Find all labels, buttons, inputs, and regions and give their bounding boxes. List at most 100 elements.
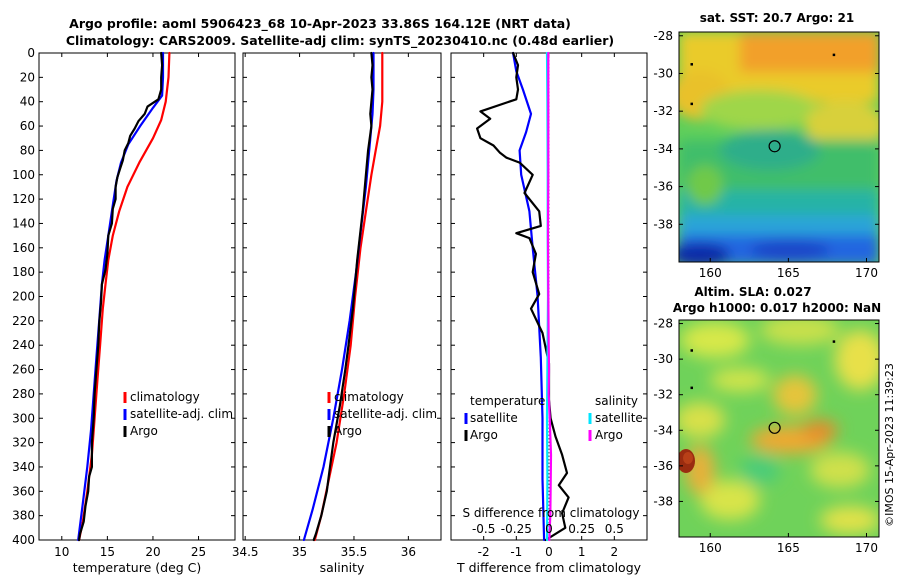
- sla-map-subtitle: Argo h1000: 0.017 h2000: NaN: [673, 301, 881, 315]
- sst-field: [679, 32, 879, 262]
- depth-tick-label: 160: [12, 241, 35, 255]
- copyright-stamp: ©IMOS 15-Apr-2023 11:39:23: [883, 363, 896, 527]
- sla-field-low-core: [683, 452, 693, 464]
- sst_map-ytick-label: -32: [653, 104, 673, 118]
- salinity-panel: 34.5 35 35.5 36 salinity climatology satellite…: [232, 51, 442, 575]
- depth-tick-label: 260: [12, 363, 35, 377]
- salinity-legend-label: Argo: [334, 424, 362, 438]
- sla_map-station-marker: [690, 386, 693, 390]
- sst-map-panel: sat. SST: 20.7 Argo: 21: [653, 11, 880, 280]
- difference-xtick-label: 1: [578, 545, 586, 559]
- salinity-xtick-label: 34.5: [232, 545, 259, 559]
- depth-tick-label: 340: [12, 460, 35, 474]
- depth-tick-label: 320: [12, 436, 35, 450]
- diff-s-tick-label: 0.5: [605, 522, 624, 536]
- depth-tick-label: 40: [20, 95, 35, 109]
- depth-tick-label: 200: [12, 290, 35, 304]
- temperature-legend-label: climatology: [130, 390, 200, 404]
- diff-s-tick-label: -0.5: [472, 522, 495, 536]
- sst-map-title: sat. SST: 20.7 Argo: 21: [700, 11, 854, 25]
- sst-map-frame: [678, 31, 880, 263]
- sla_map-ytick-label: -34: [653, 423, 673, 437]
- sst_map-xtick-label: 170: [855, 266, 878, 280]
- sla_map-station-marker: [690, 349, 693, 352]
- sla_map-station-marker: [832, 340, 836, 343]
- figure-title-line2: Climatology: CARS2009. Satellite-adj cli…: [66, 33, 614, 49]
- temperature-xtick-label: 15: [100, 545, 115, 559]
- depth-tick-label: 220: [12, 314, 35, 328]
- temperature-legend-label: satellite-adj. clim: [130, 407, 233, 421]
- difference-xtick-label: 0: [545, 545, 553, 559]
- difference-series-salinity-argo: [546, 51, 553, 542]
- depth-tick-label: 400: [12, 533, 35, 547]
- diff-legend-salinity-title: salinity: [595, 394, 638, 408]
- difference-xtick-label: 2: [611, 545, 619, 559]
- depth-tick-label: 20: [20, 70, 35, 84]
- difference-panel: -2 -1 0 1 2T difference from climatology temp…: [450, 51, 648, 575]
- sst_map-argo-position-marker: [768, 140, 781, 153]
- diff-s-tick-label: 0: [545, 522, 553, 536]
- salinity-legend-label: satellite-adj. clim: [334, 407, 437, 421]
- difference-series-temperature-argo: [476, 51, 570, 542]
- sla_map-ytick-label: -30: [653, 352, 673, 366]
- diff-legend-salinity-label: satellite: [595, 411, 643, 425]
- depth-tick-label: 300: [12, 411, 35, 425]
- diff-legend-temperature-title: temperature: [470, 394, 545, 408]
- sla_map-argo-position-marker: [768, 421, 781, 434]
- sla_map-ytick-label: -28: [653, 317, 673, 331]
- diff-s-tick-label: -0.25: [501, 522, 532, 536]
- sst_map-station-marker: [832, 53, 836, 57]
- temperature-xtick-label: 25: [191, 545, 206, 559]
- salinity-xtick-label: 36: [401, 545, 416, 559]
- sst_map-xtick-label: 160: [699, 266, 722, 280]
- diff-s-tick-label: 0.25: [568, 522, 595, 536]
- sla_map-ytick-label: -32: [653, 388, 673, 402]
- sst_map-ytick-label: -38: [653, 217, 673, 231]
- difference-xlabel: T difference from climatology: [456, 560, 642, 575]
- temperature-legend-label: Argo: [130, 424, 158, 438]
- sla_map-xtick-label: 165: [777, 541, 800, 555]
- depth-tick-label: 100: [12, 168, 35, 182]
- salinity-xtick-label: 35.5: [341, 545, 368, 559]
- depth-tick-label: 0: [27, 46, 35, 60]
- depth-tick-label: 280: [12, 387, 35, 401]
- sst_map-xtick-label: 165: [777, 266, 800, 280]
- sla_map-ytick-label: -36: [653, 459, 673, 473]
- diff-s-axis-label: S difference from climatology: [463, 506, 640, 520]
- sst_map-ytick-label: -34: [653, 142, 673, 156]
- sst_map-station-marker: [690, 102, 693, 106]
- temperature-xtick-label: 10: [54, 545, 69, 559]
- difference-xtick-label: -2: [478, 545, 490, 559]
- sst_map-station-marker: [690, 63, 693, 66]
- depth-tick-label: 240: [12, 338, 35, 352]
- sla-map-frame: [678, 319, 880, 538]
- sla-map-panel: Altim. SLA: 0.027 Argo h1000: 0.017 h200…: [653, 285, 881, 555]
- depth-tick-label: 120: [12, 192, 35, 206]
- temperature-panel: 0 20 40 60 80 100 120 140 160 180 200 220 240 260 280 3…: [12, 46, 236, 575]
- depth-tick-label: 180: [12, 265, 35, 279]
- temperature-xtick-label: 20: [145, 545, 160, 559]
- sla-field-patches: [679, 320, 879, 534]
- sla-map-title: Altim. SLA: 0.027: [694, 285, 811, 299]
- sla_map-xtick-label: 160: [699, 541, 722, 555]
- diff-legend-salinity-label: Argo: [595, 428, 623, 442]
- temperature-series-argo: [78, 51, 164, 542]
- depth-tick-label: 140: [12, 216, 35, 230]
- diff-legend-temperature-label: satellite: [470, 411, 518, 425]
- sst-map-axes: 160 165 170 -28 -30 -32 -34 -36 -38: [653, 29, 879, 280]
- sla_map-ytick-label: -38: [653, 494, 673, 508]
- depth-tick-label: 60: [20, 119, 35, 133]
- depth-tick-label: 380: [12, 509, 35, 523]
- sla-field: [679, 320, 879, 537]
- depth-tick-label: 360: [12, 484, 35, 498]
- sst_map-ytick-label: -30: [653, 66, 673, 80]
- salinity-legend-label: climatology: [334, 390, 404, 404]
- temperature-axes-frame: [38, 52, 236, 541]
- sla-map-axes: 160 165 170 -28 -30 -32 -34 -36 -38: [653, 317, 879, 555]
- difference-xtick-label: -1: [510, 545, 522, 559]
- salinity-axes-frame: [242, 52, 442, 541]
- sst-field-patches: [679, 32, 879, 262]
- temperature-xlabel: temperature (deg C): [73, 560, 202, 575]
